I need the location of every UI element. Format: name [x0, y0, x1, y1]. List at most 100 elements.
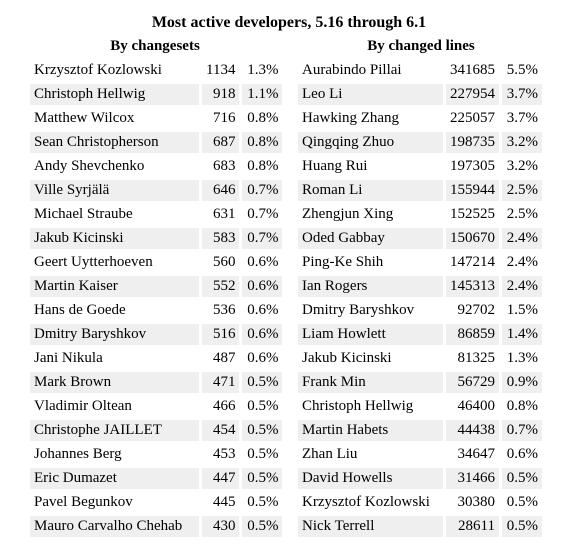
value-count: 145313: [446, 276, 499, 297]
table-row: Christophe JAILLET 454 0.5%: [30, 420, 283, 441]
value-percent: 0.6%: [242, 324, 283, 345]
developer-name: Dmitry Baryshkov: [302, 302, 415, 318]
value-count: 150670: [446, 228, 499, 249]
developer-name: Aurabindo Pillai: [302, 62, 402, 78]
value-count: 631: [212, 206, 236, 222]
value-count: 81325: [457, 350, 496, 366]
value-percent: 0.6%: [247, 302, 279, 318]
value-percent: 3.2%: [506, 158, 538, 174]
developer-name: Matthew Wilcox: [34, 110, 135, 126]
value-count: 46400: [457, 398, 496, 414]
value-percent: 1.3%: [247, 62, 279, 78]
table-row: Huang Rui 197305 3.2%: [298, 156, 542, 177]
value-percent: 0.5%: [502, 468, 542, 489]
value-count: 341685: [450, 62, 495, 78]
value-count: 683: [212, 158, 236, 174]
value-percent: 0.7%: [242, 228, 283, 249]
developer-name: Ville Syrjälä: [30, 180, 199, 201]
value-percent: 2.5%: [502, 180, 542, 201]
developer-name: Eric Dumazet: [30, 468, 199, 489]
table-row: Jakub Kicinski 81325 1.3%: [298, 348, 542, 369]
value-count: 86859: [446, 324, 499, 345]
value-percent: 0.7%: [242, 180, 283, 201]
developer-name: Mark Brown: [30, 372, 199, 393]
developer-name: Pavel Begunkov: [34, 494, 133, 510]
table-row: Martin Kaiser 552 0.6%: [30, 276, 283, 297]
table-row: Liam Howlett 86859 1.4%: [298, 324, 542, 345]
value-count: 56729: [446, 372, 499, 393]
table-row: Zhengjun Xing 152525 2.5%: [298, 204, 542, 225]
value-count: 430: [202, 516, 240, 537]
table-row: Dmitry Baryshkov 92702 1.5%: [298, 300, 542, 321]
table-row: Jakub Kicinski 583 0.7%: [30, 228, 283, 249]
value-percent: 0.6%: [506, 446, 538, 462]
value-count: 687: [202, 132, 240, 153]
value-count: 92702: [457, 302, 496, 318]
table-row: Zhan Liu 34647 0.6%: [298, 444, 542, 465]
value-count: 152525: [450, 206, 495, 222]
table-row: Hawking Zhang 225057 3.7%: [298, 108, 542, 129]
developer-name: Geert Uytterhoeven: [34, 254, 153, 270]
value-count: 155944: [446, 180, 499, 201]
developer-name: Ping-Ke Shih: [302, 254, 384, 270]
table-row: Andy Shevchenko 683 0.8%: [30, 156, 282, 177]
table-row: Christoph Hellwig 918 1.1%: [30, 84, 283, 105]
value-percent: 0.6%: [247, 254, 279, 270]
table-row: Ian Rogers 145313 2.4%: [298, 276, 542, 297]
developer-name: Roman Li: [298, 180, 443, 201]
value-count: 34647: [457, 446, 496, 462]
table-row: Ville Syrjälä 646 0.7%: [30, 180, 283, 201]
value-count: 147214: [450, 254, 495, 270]
value-percent: 1.1%: [242, 84, 283, 105]
value-count: 44438: [446, 420, 499, 441]
table-row: Sean Christopherson 687 0.8%: [30, 132, 283, 153]
table-row: Hans de Goede 536 0.6%: [30, 300, 282, 321]
value-percent: 0.7%: [502, 420, 542, 441]
table-row: Geert Uytterhoeven 560 0.6%: [30, 252, 282, 273]
table-row: Michael Straube 631 0.7%: [30, 204, 282, 225]
value-percent: 1.4%: [502, 324, 542, 345]
developer-name: Christoph Hellwig: [30, 84, 199, 105]
value-count: 516: [202, 324, 240, 345]
value-percent: 5.5%: [506, 62, 538, 78]
developer-name: Zhan Liu: [302, 446, 358, 462]
value-count: 227954: [446, 84, 499, 105]
developer-name: Dmitry Baryshkov: [30, 324, 199, 345]
developer-name: Michael Straube: [34, 206, 133, 222]
value-count: 197305: [450, 158, 495, 174]
value-percent: 0.5%: [242, 468, 283, 489]
value-percent: 0.7%: [247, 206, 279, 222]
value-percent: 0.5%: [242, 420, 283, 441]
value-percent: 0.5%: [502, 516, 542, 537]
table-row: Mark Brown 471 0.5%: [30, 372, 283, 393]
value-percent: 0.9%: [502, 372, 542, 393]
value-percent: 0.8%: [506, 398, 538, 414]
developer-name: Vladimir Oltean: [34, 398, 132, 414]
value-percent: 0.5%: [242, 516, 283, 537]
value-percent: 0.5%: [506, 494, 538, 510]
value-count: 28611: [446, 516, 499, 537]
developer-name: Mauro Carvalho Chehab: [30, 516, 199, 537]
value-percent: 1.3%: [506, 350, 538, 366]
value-count: 466: [212, 398, 236, 414]
table-row: Jani Nikula 487 0.6%: [30, 348, 282, 369]
value-count: 918: [202, 84, 240, 105]
changed-lines-table: Aurabindo Pillai 341685 5.5% Leo Li 227954 3.…: [295, 57, 545, 540]
developer-name: Huang Rui: [302, 158, 368, 174]
developer-name: Johannes Berg: [34, 446, 122, 462]
value-percent: 0.5%: [247, 398, 279, 414]
changesets-table: Krzysztof Kozlowski 1134 1.3% Christoph Hel…: [27, 57, 285, 540]
developer-name: Frank Min: [298, 372, 443, 393]
developer-name: Liam Howlett: [298, 324, 443, 345]
value-percent: 0.6%: [242, 276, 283, 297]
developer-name: Sean Christopherson: [30, 132, 199, 153]
table-row: David Howells 31466 0.5%: [298, 468, 542, 489]
table-row: Mauro Carvalho Chehab 430 0.5%: [30, 516, 283, 537]
developer-name: Jani Nikula: [34, 350, 103, 366]
value-count: 716: [212, 110, 236, 126]
table-row: Aurabindo Pillai 341685 5.5%: [298, 60, 542, 81]
value-count: 471: [202, 372, 240, 393]
value-count: 583: [202, 228, 240, 249]
value-count: 225057: [450, 110, 495, 126]
value-percent: 1.5%: [506, 302, 538, 318]
